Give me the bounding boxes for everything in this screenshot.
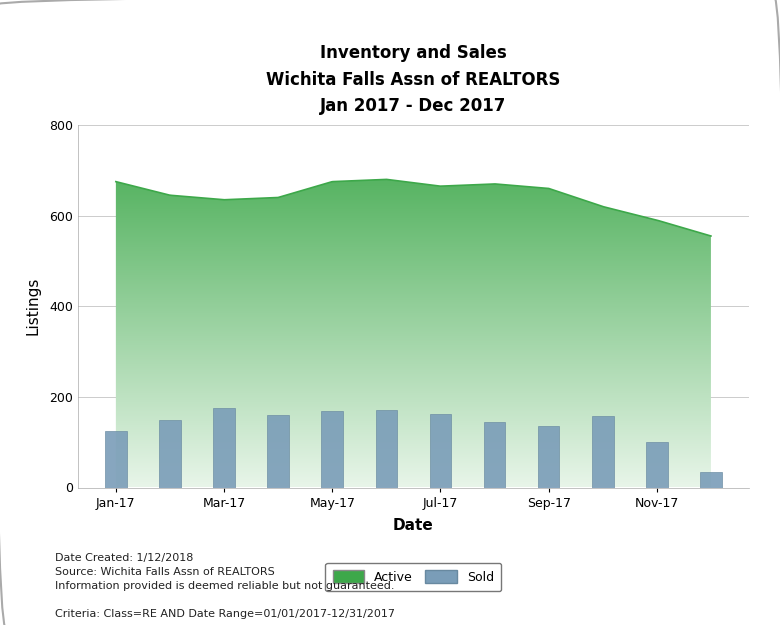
Bar: [538, 426, 559, 488]
Bar: [105, 431, 126, 488]
Bar: [375, 411, 397, 488]
Bar: [430, 414, 452, 488]
X-axis label: Date: Date: [393, 518, 434, 533]
Bar: [592, 416, 614, 488]
Bar: [646, 442, 668, 488]
Legend: Active, Sold: Active, Sold: [325, 562, 502, 591]
Bar: [213, 408, 235, 488]
Bar: [268, 415, 289, 488]
Bar: [700, 472, 722, 488]
Text: Date Created: 1/12/2018
Source: Wichita Falls Assn of REALTORS
Information provi: Date Created: 1/12/2018 Source: Wichita …: [55, 553, 395, 619]
Bar: [321, 411, 343, 488]
Bar: [159, 421, 181, 488]
Title: Inventory and Sales
Wichita Falls Assn of REALTORS
Jan 2017 - Dec 2017: Inventory and Sales Wichita Falls Assn o…: [266, 44, 561, 115]
Y-axis label: Listings: Listings: [26, 277, 41, 336]
Bar: [484, 422, 505, 488]
